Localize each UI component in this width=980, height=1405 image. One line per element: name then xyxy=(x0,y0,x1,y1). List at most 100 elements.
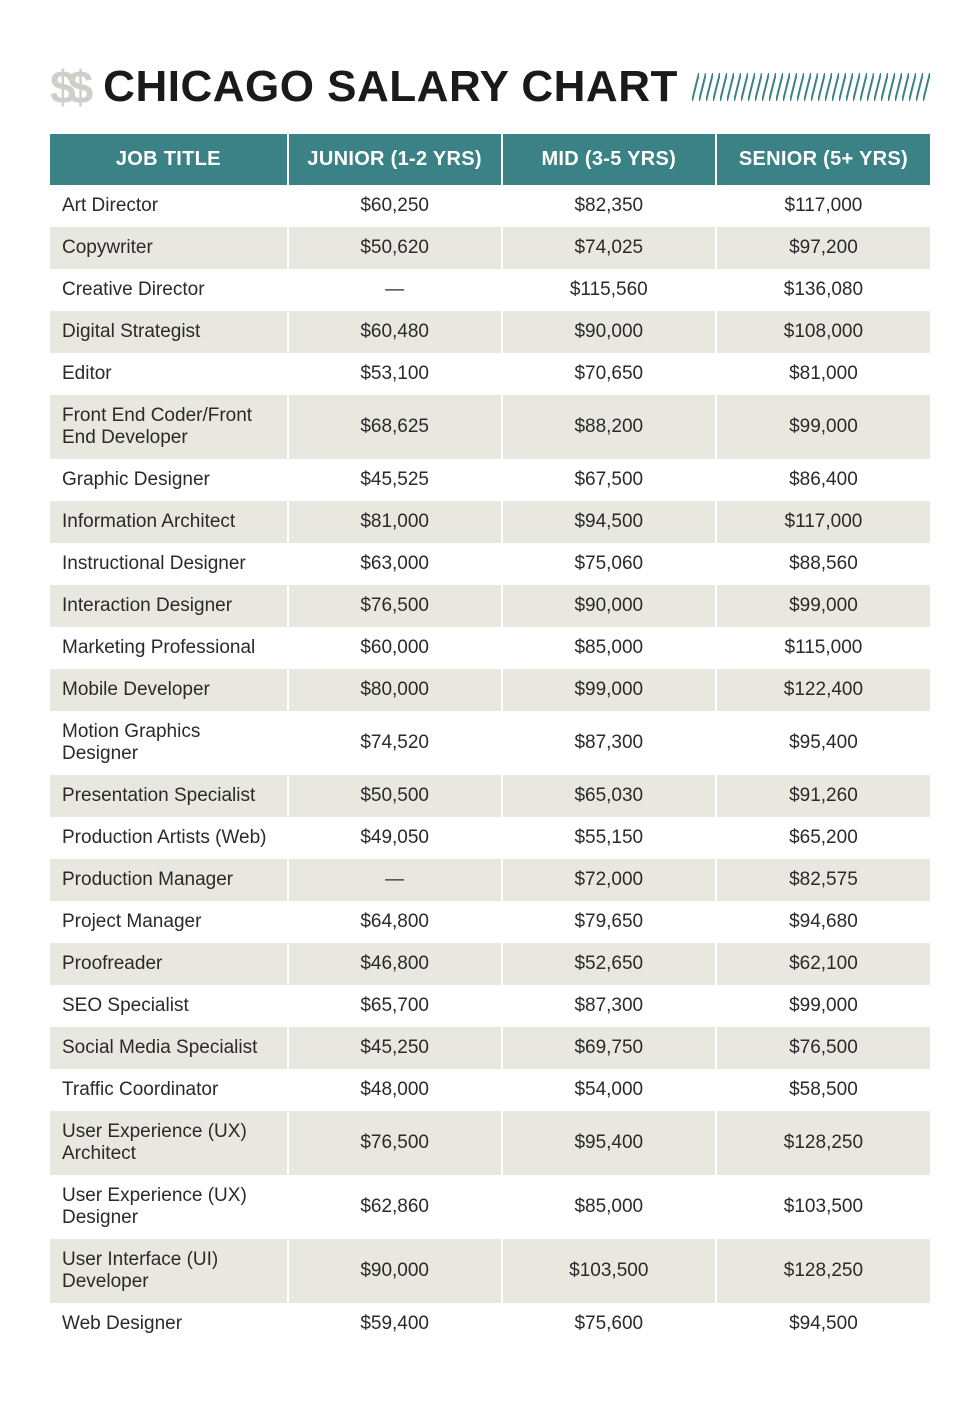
cell-salary: $72,000 xyxy=(502,859,716,901)
cell-salary: $115,560 xyxy=(502,269,716,311)
cell-salary: $55,150 xyxy=(502,817,716,859)
cell-salary: $99,000 xyxy=(716,585,930,627)
dollar-icon: $$ xyxy=(50,60,85,114)
cell-salary: $103,500 xyxy=(716,1175,930,1239)
cell-salary: $76,500 xyxy=(716,1027,930,1069)
cell-salary: $90,000 xyxy=(288,1239,502,1303)
table-row: Interaction Designer$76,500$90,000$99,00… xyxy=(50,585,930,627)
cell-salary: $45,525 xyxy=(288,459,502,501)
table-row: Social Media Specialist$45,250$69,750$76… xyxy=(50,1027,930,1069)
cell-job-title: Copywriter xyxy=(50,227,288,269)
cell-salary: $85,000 xyxy=(502,627,716,669)
cell-salary: $115,000 xyxy=(716,627,930,669)
table-row: User Experience (UX) Architect$76,500$95… xyxy=(50,1111,930,1175)
page-title: CHICAGO SALARY CHART xyxy=(103,62,678,112)
cell-job-title: SEO Specialist xyxy=(50,985,288,1027)
cell-job-title: Graphic Designer xyxy=(50,459,288,501)
table-row: Presentation Specialist$50,500$65,030$91… xyxy=(50,775,930,817)
cell-salary: $70,650 xyxy=(502,353,716,395)
cell-job-title: Social Media Specialist xyxy=(50,1027,288,1069)
cell-salary: $68,625 xyxy=(288,395,502,459)
cell-job-title: Traffic Coordinator xyxy=(50,1069,288,1111)
cell-salary: $81,000 xyxy=(716,353,930,395)
table-row: Production Manager—$72,000$82,575 xyxy=(50,859,930,901)
col-mid: MID (3-5 YRS) xyxy=(502,134,716,185)
page-header: $$ CHICAGO SALARY CHART xyxy=(50,60,930,114)
cell-salary: $99,000 xyxy=(716,985,930,1027)
col-junior: JUNIOR (1-2 YRS) xyxy=(288,134,502,185)
table-row: Art Director$60,250$82,350$117,000 xyxy=(50,185,930,227)
cell-salary: $65,700 xyxy=(288,985,502,1027)
cell-salary: $65,200 xyxy=(716,817,930,859)
cell-salary: $76,500 xyxy=(288,1111,502,1175)
cell-salary: $58,500 xyxy=(716,1069,930,1111)
table-row: Web Designer$59,400$75,600$94,500 xyxy=(50,1303,930,1345)
cell-job-title: Information Architect xyxy=(50,501,288,543)
cell-salary: $74,520 xyxy=(288,711,502,775)
cell-salary: $117,000 xyxy=(716,185,930,227)
cell-job-title: Editor xyxy=(50,353,288,395)
cell-salary: $128,250 xyxy=(716,1239,930,1303)
cell-salary: $62,100 xyxy=(716,943,930,985)
cell-salary: $50,500 xyxy=(288,775,502,817)
cell-salary: $128,250 xyxy=(716,1111,930,1175)
table-row: Information Architect$81,000$94,500$117,… xyxy=(50,501,930,543)
cell-salary: $59,400 xyxy=(288,1303,502,1345)
cell-salary: $91,260 xyxy=(716,775,930,817)
cell-salary: $45,250 xyxy=(288,1027,502,1069)
col-job-title: JOB TITLE xyxy=(50,134,288,185)
cell-salary: $136,080 xyxy=(716,269,930,311)
table-row: Traffic Coordinator$48,000$54,000$58,500 xyxy=(50,1069,930,1111)
table-body: Art Director$60,250$82,350$117,000Copywr… xyxy=(50,185,930,1345)
cell-salary: $85,000 xyxy=(502,1175,716,1239)
cell-salary: $95,400 xyxy=(716,711,930,775)
cell-salary: $88,200 xyxy=(502,395,716,459)
cell-salary: $99,000 xyxy=(502,669,716,711)
cell-job-title: Marketing Professional xyxy=(50,627,288,669)
cell-job-title: Project Manager xyxy=(50,901,288,943)
table-row: Creative Director—$115,560$136,080 xyxy=(50,269,930,311)
cell-salary: $117,000 xyxy=(716,501,930,543)
table-row: Marketing Professional$60,000$85,000$115… xyxy=(50,627,930,669)
cell-salary: $63,000 xyxy=(288,543,502,585)
hatch-decoration xyxy=(692,73,930,101)
cell-salary: $46,800 xyxy=(288,943,502,985)
cell-salary: $94,680 xyxy=(716,901,930,943)
table-row: Front End Coder/Front End Developer$68,6… xyxy=(50,395,930,459)
cell-salary: $90,000 xyxy=(502,585,716,627)
cell-job-title: Web Designer xyxy=(50,1303,288,1345)
cell-salary: $60,000 xyxy=(288,627,502,669)
cell-salary: $74,025 xyxy=(502,227,716,269)
cell-salary: $82,350 xyxy=(502,185,716,227)
cell-job-title: Creative Director xyxy=(50,269,288,311)
cell-salary: $82,575 xyxy=(716,859,930,901)
cell-salary: $75,600 xyxy=(502,1303,716,1345)
table-header: JOB TITLE JUNIOR (1-2 YRS) MID (3-5 YRS)… xyxy=(50,134,930,185)
cell-salary: $97,200 xyxy=(716,227,930,269)
cell-salary: $65,030 xyxy=(502,775,716,817)
cell-salary: $81,000 xyxy=(288,501,502,543)
cell-salary: $49,050 xyxy=(288,817,502,859)
cell-salary: — xyxy=(288,859,502,901)
cell-salary: $88,560 xyxy=(716,543,930,585)
cell-job-title: User Experience (UX) Architect xyxy=(50,1111,288,1175)
table-row: Production Artists (Web)$49,050$55,150$6… xyxy=(50,817,930,859)
cell-salary: $54,000 xyxy=(502,1069,716,1111)
cell-salary: $53,100 xyxy=(288,353,502,395)
salary-table: JOB TITLE JUNIOR (1-2 YRS) MID (3-5 YRS)… xyxy=(50,134,930,1345)
cell-salary: $64,800 xyxy=(288,901,502,943)
cell-job-title: User Interface (UI) Developer xyxy=(50,1239,288,1303)
cell-salary: $60,480 xyxy=(288,311,502,353)
cell-salary: $52,650 xyxy=(502,943,716,985)
cell-salary: $87,300 xyxy=(502,711,716,775)
table-row: Mobile Developer$80,000$99,000$122,400 xyxy=(50,669,930,711)
cell-job-title: Production Artists (Web) xyxy=(50,817,288,859)
cell-job-title: Proofreader xyxy=(50,943,288,985)
cell-job-title: Instructional Designer xyxy=(50,543,288,585)
table-row: Editor$53,100$70,650$81,000 xyxy=(50,353,930,395)
cell-salary: $76,500 xyxy=(288,585,502,627)
cell-salary: $86,400 xyxy=(716,459,930,501)
cell-job-title: Mobile Developer xyxy=(50,669,288,711)
cell-job-title: User Experience (UX) Designer xyxy=(50,1175,288,1239)
table-row: User Interface (UI) Developer$90,000$103… xyxy=(50,1239,930,1303)
